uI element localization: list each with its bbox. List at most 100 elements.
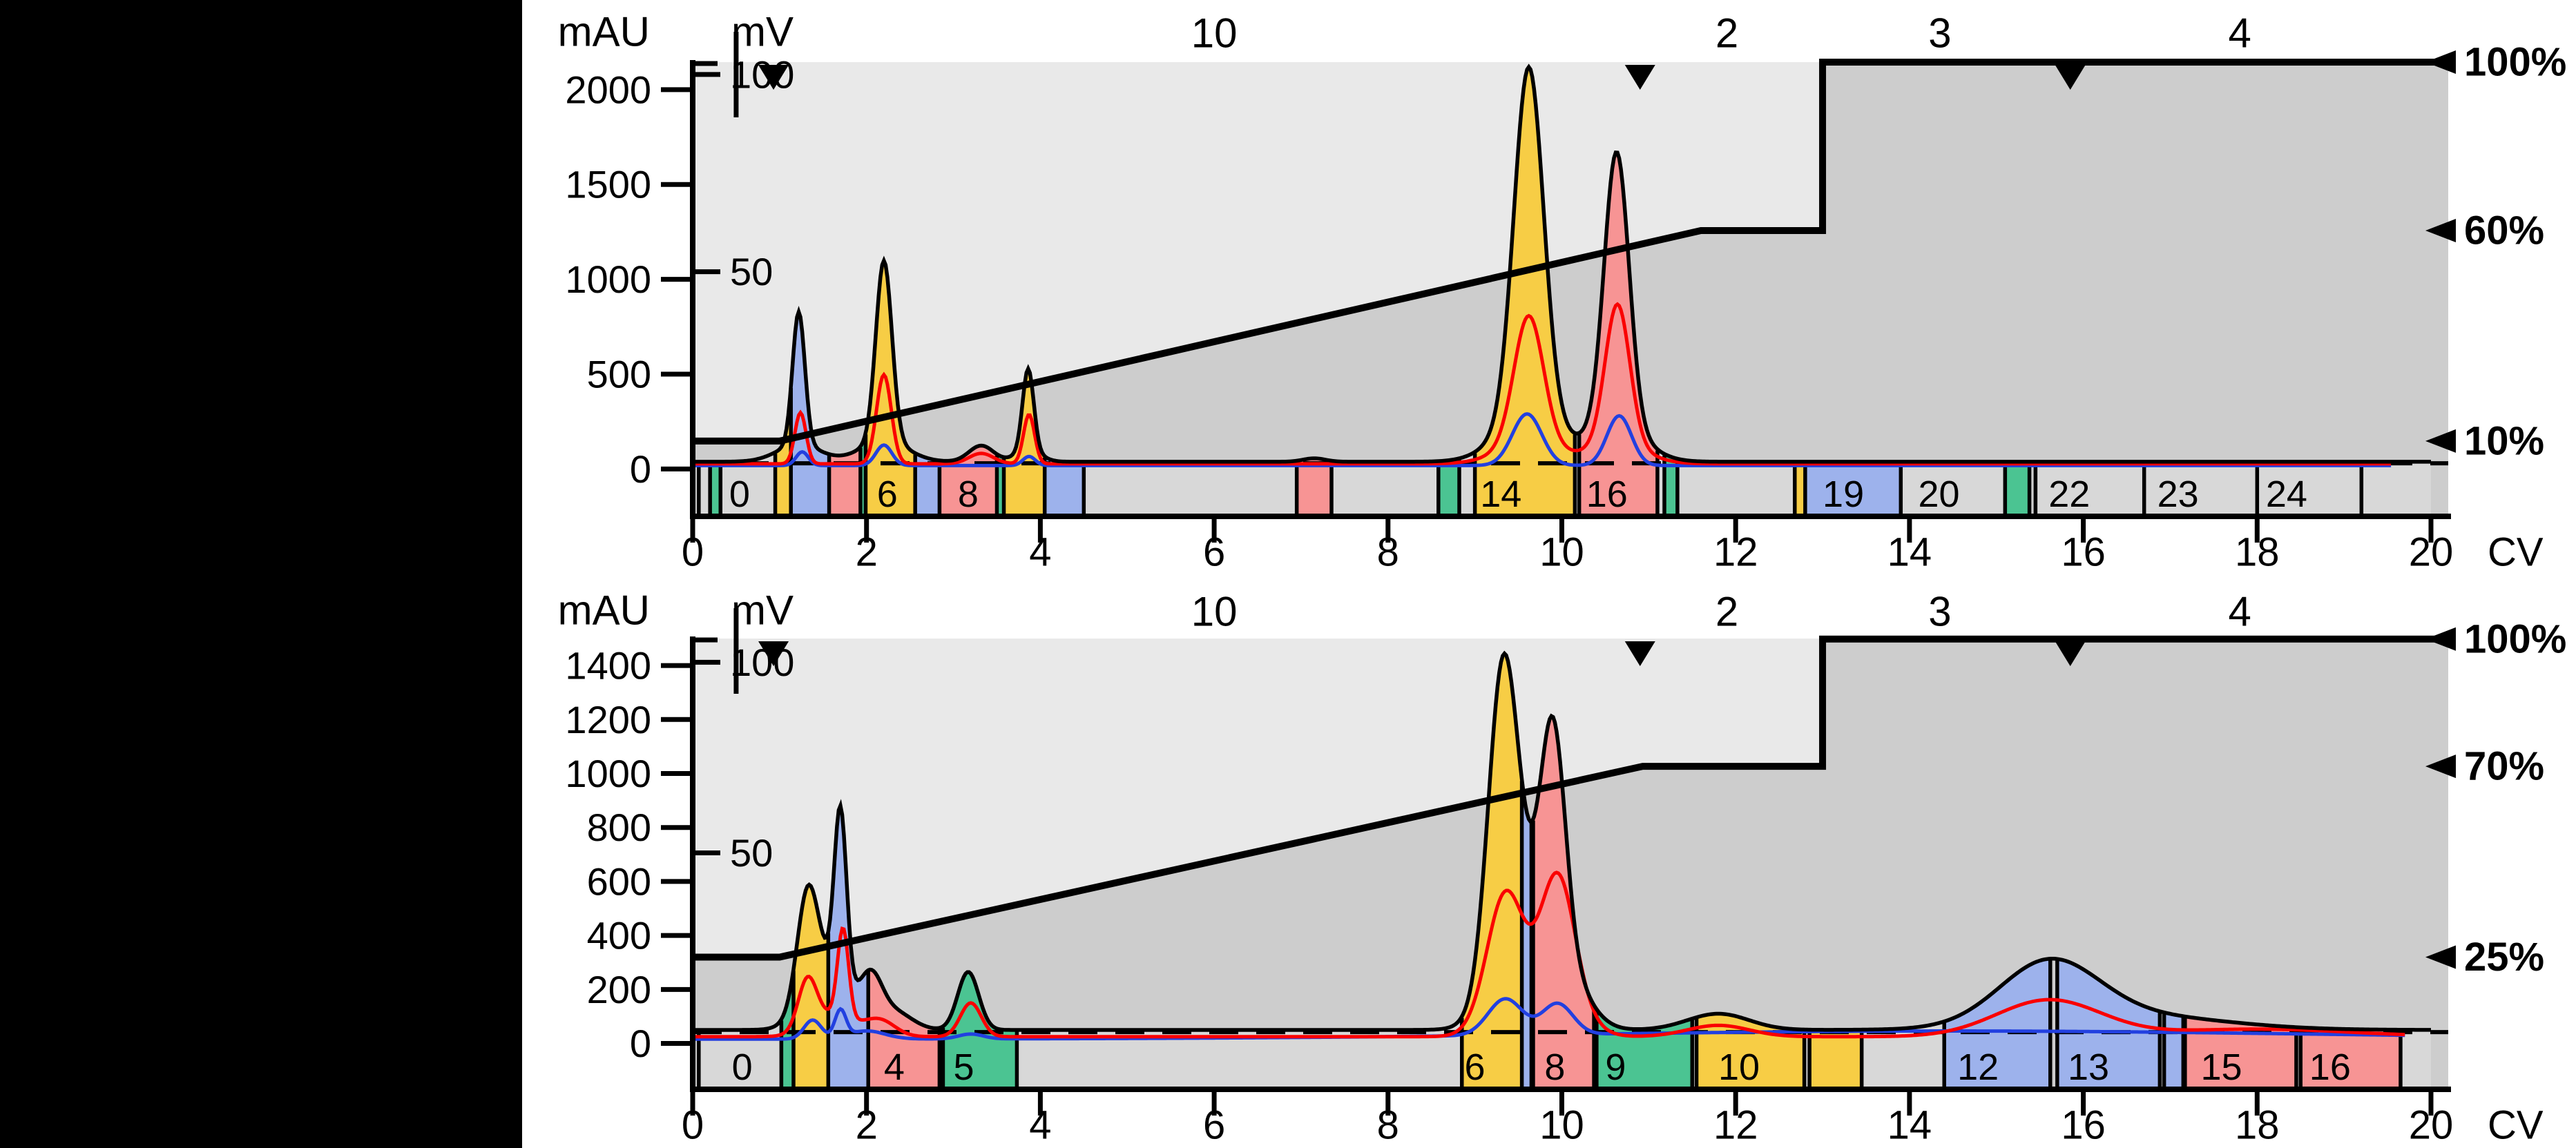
bottom-panel-y-axis-unit-label: mAU bbox=[558, 587, 650, 634]
top-panel-fraction-fill bbox=[915, 453, 940, 516]
bottom-panel-fraction-fill bbox=[1461, 654, 1522, 1089]
bottom-panel-y-tick-label: 200 bbox=[587, 968, 651, 1011]
top-panel-trace-black bbox=[693, 64, 2431, 464]
top-panel-fraction-fill bbox=[710, 461, 721, 516]
top-panel-fraction-fill bbox=[775, 387, 791, 516]
top-panel-x-tick-label: 0 bbox=[682, 530, 704, 575]
top-panel-fraction-fill bbox=[720, 452, 776, 516]
top-panel-fraction-fill bbox=[1044, 456, 1084, 516]
top-panel-x-tick-label: 14 bbox=[1887, 530, 1932, 575]
top-panel-x-tick-label: 18 bbox=[2235, 530, 2280, 575]
bottom-panel-x-tick-label: 8 bbox=[1377, 1103, 1399, 1148]
top-panel-x-tick-label: 20 bbox=[2409, 530, 2454, 575]
bottom-panel-runlog-label: 3 bbox=[1928, 589, 1951, 635]
bottom-panel-percent-label: 100% bbox=[2464, 616, 2566, 661]
top-panel-x-axis-unit-label: CV bbox=[2488, 530, 2544, 575]
top-panel-percent-label: 100% bbox=[2464, 40, 2566, 85]
top-panel-fraction-fill bbox=[2361, 461, 2431, 516]
top-panel-percent-label: 60% bbox=[2464, 208, 2544, 253]
bottom-panel-fraction-fill bbox=[2057, 959, 2160, 1089]
bottom-panel-fraction-label: 13 bbox=[2068, 1047, 2109, 1088]
bottom-panel-fraction-label: 16 bbox=[2309, 1047, 2351, 1088]
bottom-panel-fraction-fill bbox=[1809, 1029, 1862, 1089]
bottom-panel-fraction-label: 9 bbox=[1605, 1047, 1626, 1088]
bottom-panel-y-tick-label: 800 bbox=[587, 806, 651, 849]
top-panel-fraction-fill bbox=[2005, 461, 2030, 516]
bottom-panel-fraction-fill bbox=[1944, 958, 2050, 1089]
top-panel-runlog-label: 2 bbox=[1715, 10, 1738, 57]
top-panel-runlog-marker-icon bbox=[1624, 65, 1655, 90]
top-panel-fraction-fill bbox=[1459, 451, 1475, 516]
bottom-panel-fraction-fill bbox=[2164, 1012, 2184, 1089]
top-panel-mv-tick-label: 50 bbox=[730, 250, 773, 293]
bottom-panel-fraction-label: 8 bbox=[1544, 1047, 1565, 1088]
top-panel-fraction-label: 16 bbox=[1586, 474, 1628, 515]
top-panel-trace-red bbox=[693, 302, 2392, 466]
top-panel-y-tick-label: 1000 bbox=[565, 257, 651, 301]
top-panel-runlog-label: 4 bbox=[2228, 10, 2251, 57]
bottom-panel-gradient-line bbox=[693, 635, 2448, 961]
bottom-panel-x-tick-label: 14 bbox=[1887, 1103, 1932, 1148]
top-panel-fraction-fill bbox=[1794, 461, 1805, 516]
bottom-panel-y-tick-label: 0 bbox=[630, 1022, 651, 1065]
bottom-panel-percent-label: 70% bbox=[2464, 744, 2544, 789]
top-panel-fraction-fill bbox=[1331, 460, 1439, 516]
top-panel-y-tick-label: 1500 bbox=[565, 163, 651, 206]
top-panel-percent-arrow-icon bbox=[2425, 218, 2456, 242]
bottom-panel-fraction-fill bbox=[1861, 1021, 1945, 1089]
top-panel-fraction-fill bbox=[1664, 454, 1678, 516]
bottom-panel-trace-black bbox=[693, 650, 2431, 1032]
bottom-panel-x-tick-label: 6 bbox=[1203, 1103, 1225, 1148]
top-panel-fraction-fill bbox=[1901, 461, 2006, 516]
bottom-panel-trace-blue bbox=[693, 997, 2405, 1041]
top-panel-fraction-fill bbox=[1579, 152, 1657, 517]
top-panel-y-tick-label: 500 bbox=[587, 352, 651, 396]
bottom-panel-fraction-fill bbox=[793, 884, 829, 1089]
top-panel-fraction-fill bbox=[1084, 460, 1297, 516]
top-panel-fraction-fill bbox=[2144, 461, 2258, 516]
bottom-panel-runlog-label: 2 bbox=[1715, 589, 1738, 635]
top-panel-percent-arrow-icon bbox=[2425, 429, 2456, 453]
top-panel-y-tick-label: 2000 bbox=[565, 68, 651, 111]
bottom-panel-percent-label: 25% bbox=[2464, 935, 2544, 980]
bottom-panel-fraction-label: 6 bbox=[1465, 1047, 1486, 1088]
top-panel-fraction-label: 0 bbox=[729, 474, 750, 515]
top-panel-x-tick-label: 16 bbox=[2061, 530, 2106, 575]
top-panel-x-tick-label: 2 bbox=[856, 530, 878, 575]
bottom-panel-x-tick-label: 20 bbox=[2409, 1103, 2454, 1148]
top-panel-runlog-label: 3 bbox=[1928, 10, 1951, 57]
top-panel-fraction-label: 6 bbox=[877, 474, 898, 515]
bottom-panel-y-tick-label: 600 bbox=[587, 859, 651, 903]
top-panel-fraction-fill bbox=[2035, 461, 2144, 516]
top-panel-fraction-label: 22 bbox=[2048, 474, 2090, 515]
bottom-panel-fraction-label: 4 bbox=[884, 1047, 905, 1088]
bottom-panel-y-tick-label: 400 bbox=[587, 914, 651, 957]
top-panel-x-tick-label: 8 bbox=[1377, 530, 1399, 575]
top-panel-fraction-fill bbox=[1438, 458, 1459, 516]
bottom-panel-y-tick-label: 1400 bbox=[565, 644, 651, 688]
top-panel-fraction-fill bbox=[2257, 461, 2362, 516]
bottom-panel-fraction-label: 5 bbox=[954, 1047, 974, 1088]
bottom-panel-percent-arrow-icon bbox=[2425, 755, 2456, 779]
bottom-panel-x-tick-label: 10 bbox=[1539, 1103, 1584, 1148]
top-panel-y2-axis-unit-label: mV bbox=[731, 9, 794, 55]
top-panel-percent-label: 10% bbox=[2464, 418, 2544, 463]
top-panel-fraction-fill bbox=[1003, 369, 1045, 516]
bottom-panel-fraction-fill bbox=[1532, 716, 1595, 1089]
bottom-panel-fraction-label: 12 bbox=[1957, 1047, 1999, 1088]
bottom-panel-fraction-label: 15 bbox=[2200, 1047, 2242, 1088]
bottom-panel-y2-axis-unit-label: mV bbox=[731, 587, 794, 634]
bottom-panel-x-tick-label: 0 bbox=[682, 1103, 704, 1148]
top-panel-gradient-shading bbox=[693, 62, 2448, 516]
bottom-panel-runlog-label: 10 bbox=[1191, 589, 1238, 635]
bottom-panel-y-tick-label: 1000 bbox=[565, 752, 651, 795]
top-panel-x-tick-label: 10 bbox=[1539, 530, 1584, 575]
bottom-panel-trace-red bbox=[693, 870, 2405, 1039]
bottom-panel-y-tick-label: 1200 bbox=[565, 698, 651, 741]
bottom-panel-percent-arrow-icon bbox=[2425, 627, 2456, 651]
top-panel-percent-arrow-icon bbox=[2425, 50, 2456, 74]
left-black-margin bbox=[0, 0, 522, 1148]
bottom-panel-fraction-fill bbox=[2300, 1027, 2401, 1089]
